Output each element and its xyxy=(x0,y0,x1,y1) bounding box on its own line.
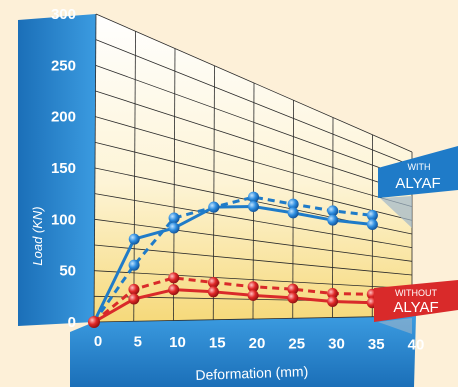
data-point xyxy=(207,286,219,298)
grid-line-vertical xyxy=(133,31,136,322)
legend-with-alyaf: WITH ALYAF xyxy=(378,146,458,228)
y-tick-label: 0 xyxy=(68,314,76,331)
legend-with-line2: ALYAF xyxy=(395,175,440,192)
data-point xyxy=(327,214,339,226)
y-axis-wall xyxy=(18,14,96,326)
x-tick-labels: 0 5 10 15 20 25 30 35 40 xyxy=(94,333,425,354)
y-tick-label: 100 xyxy=(51,211,76,228)
data-point xyxy=(287,207,299,219)
data-point xyxy=(327,288,339,299)
data-point xyxy=(128,293,140,305)
origin-point xyxy=(88,316,100,328)
data-point xyxy=(128,259,140,271)
x-axis-title: Deformation (mm) xyxy=(195,363,308,383)
y-tick-label: 250 xyxy=(51,57,76,74)
legend-without-line2: ALYAF xyxy=(393,299,438,316)
data-point xyxy=(168,284,180,296)
legend-without-line1: WITHOUT xyxy=(395,288,437,298)
series-line-with-solid xyxy=(92,205,373,323)
y-tick-label: 200 xyxy=(51,109,76,126)
data-point xyxy=(207,276,219,288)
x-tick-label: 25 xyxy=(288,335,305,352)
y-tick-label: 50 xyxy=(59,263,76,280)
data-point xyxy=(287,198,299,210)
data-point xyxy=(248,191,260,203)
x-tick-label: 0 xyxy=(94,333,102,350)
data-point xyxy=(168,222,180,234)
data-point xyxy=(168,272,180,284)
x-axis-floor xyxy=(70,316,416,387)
series-line-without-dashed xyxy=(93,276,373,324)
data-point xyxy=(208,201,220,213)
legend-without-alyaf: WITHOUT ALYAF xyxy=(374,280,458,334)
data-point xyxy=(287,292,299,304)
series-line-without-solid xyxy=(93,288,373,324)
y-axis-title: Load (KN) xyxy=(30,206,45,265)
y-tick-label: 150 xyxy=(51,160,76,177)
data-point xyxy=(327,296,339,307)
y-tick-labels: 0 50 100 150 200 250 300 xyxy=(51,6,76,331)
data-point xyxy=(327,205,339,217)
x-tick-label: 35 xyxy=(368,336,385,353)
x-tick-label: 30 xyxy=(328,336,345,353)
x-tick-label: 20 xyxy=(249,335,266,352)
y-tick-label: 300 xyxy=(51,6,76,23)
x-tick-label: 15 xyxy=(209,334,226,351)
data-point xyxy=(247,289,259,301)
x-tick-label: 10 xyxy=(169,334,186,351)
series-line-with-dashed xyxy=(92,195,373,323)
series-group xyxy=(92,195,373,324)
markers-group xyxy=(88,191,378,328)
grid-line-vertical xyxy=(93,13,97,323)
legend-with-line1: WITH xyxy=(408,162,431,172)
x-tick-label: 40 xyxy=(408,337,425,354)
data-point xyxy=(128,283,140,295)
x-tick-label: 5 xyxy=(134,333,142,350)
data-point xyxy=(366,209,378,221)
data-point xyxy=(128,233,140,245)
data-point xyxy=(247,281,259,293)
data-point xyxy=(168,212,180,224)
data-point xyxy=(247,201,259,213)
data-point xyxy=(366,219,378,231)
data-point xyxy=(287,283,299,295)
